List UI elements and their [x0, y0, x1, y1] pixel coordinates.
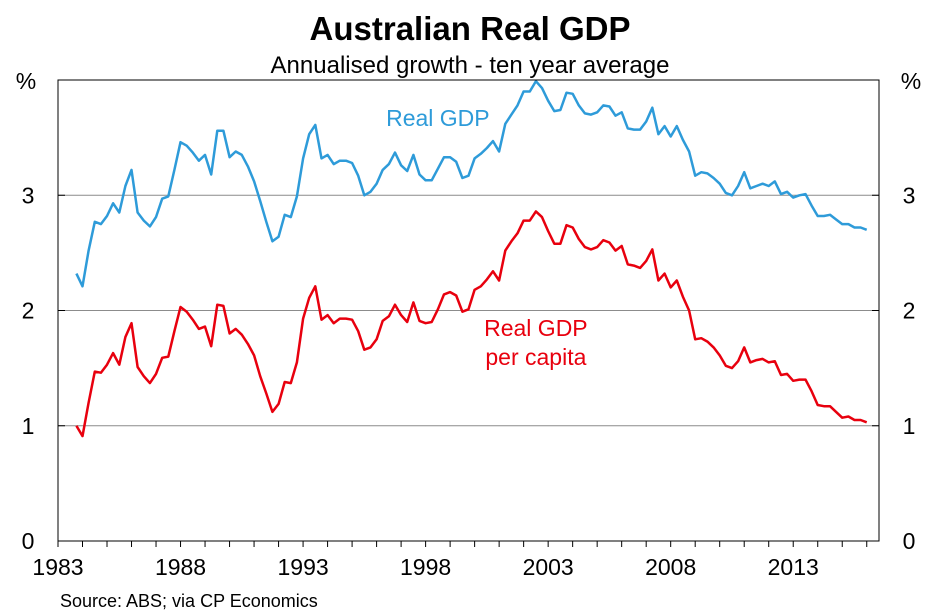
y-tick-label-right: 1 — [903, 413, 916, 439]
y-tick-label-right: 0 — [903, 528, 916, 554]
series-labels: Real GDP Real GDP per capita — [386, 105, 588, 370]
y-unit-left: % — [16, 68, 36, 94]
series-line-real-gdp-per-capita — [75, 210, 868, 438]
x-tick-label: 1993 — [277, 554, 328, 580]
y-axis: 0 0 1 1 2 2 3 3 — [22, 182, 916, 554]
x-tick-label: 2008 — [645, 554, 696, 580]
series-label-real-gdp-per-capita: per capita — [485, 344, 586, 370]
series-layer — [75, 79, 868, 438]
x-tick-label: 1988 — [155, 554, 206, 580]
series-line-real-gdp — [75, 79, 868, 288]
x-tick-label: 1983 — [32, 554, 83, 580]
y-tick-label-right: 2 — [903, 298, 916, 324]
y-unit-right: % — [901, 68, 921, 94]
x-tick-label: 2013 — [768, 554, 819, 580]
series-label-real-gdp-per-capita: Real GDP — [484, 315, 588, 341]
y-tick-label-left: 1 — [22, 413, 35, 439]
source-note: Source: ABS; via CP Economics — [60, 591, 318, 611]
series-label-real-gdp: Real GDP — [386, 105, 490, 131]
x-axis: 1983 1988 1993 1998 2003 2008 2013 — [32, 541, 868, 580]
y-tick-label-right: 3 — [903, 182, 916, 208]
y-tick-label-left: 0 — [22, 528, 35, 554]
y-tick-label-left: 3 — [22, 182, 35, 208]
chart-title: Australian Real GDP — [310, 10, 631, 47]
x-tick-label: 1998 — [400, 554, 451, 580]
y-tick-label-left: 2 — [22, 298, 35, 324]
x-tick-label: 2003 — [523, 554, 574, 580]
chart-subtitle: Annualised growth - ten year average — [271, 52, 670, 79]
